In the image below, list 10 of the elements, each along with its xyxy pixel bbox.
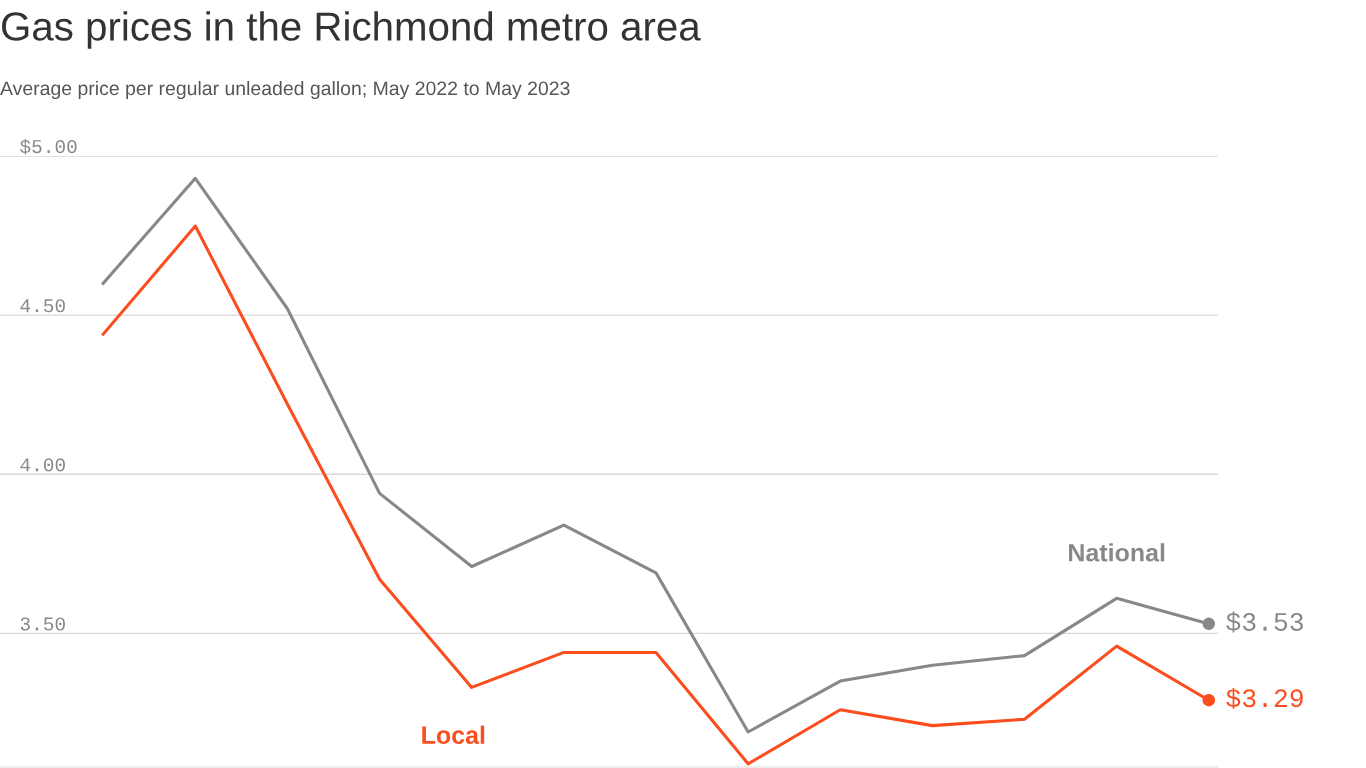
- y-tick-label: 4.50: [20, 299, 65, 313]
- series-label: Local: [422, 725, 485, 744]
- y-tick-label: $5.00: [20, 139, 77, 155]
- chart-subtitle: Average price per regular unleaded gallon; May 2022 to May 2023: [0, 80, 570, 100]
- series-label: National: [1069, 543, 1165, 562]
- data-label: $3.29: [1226, 687, 1303, 709]
- data-label: $3.53: [1226, 611, 1303, 633]
- y-tick-label: 4.00: [20, 458, 65, 472]
- y-tick-label: 3.50: [20, 617, 65, 631]
- chart-title: Gas prices in the Richmond metro area: [2, 11, 701, 49]
